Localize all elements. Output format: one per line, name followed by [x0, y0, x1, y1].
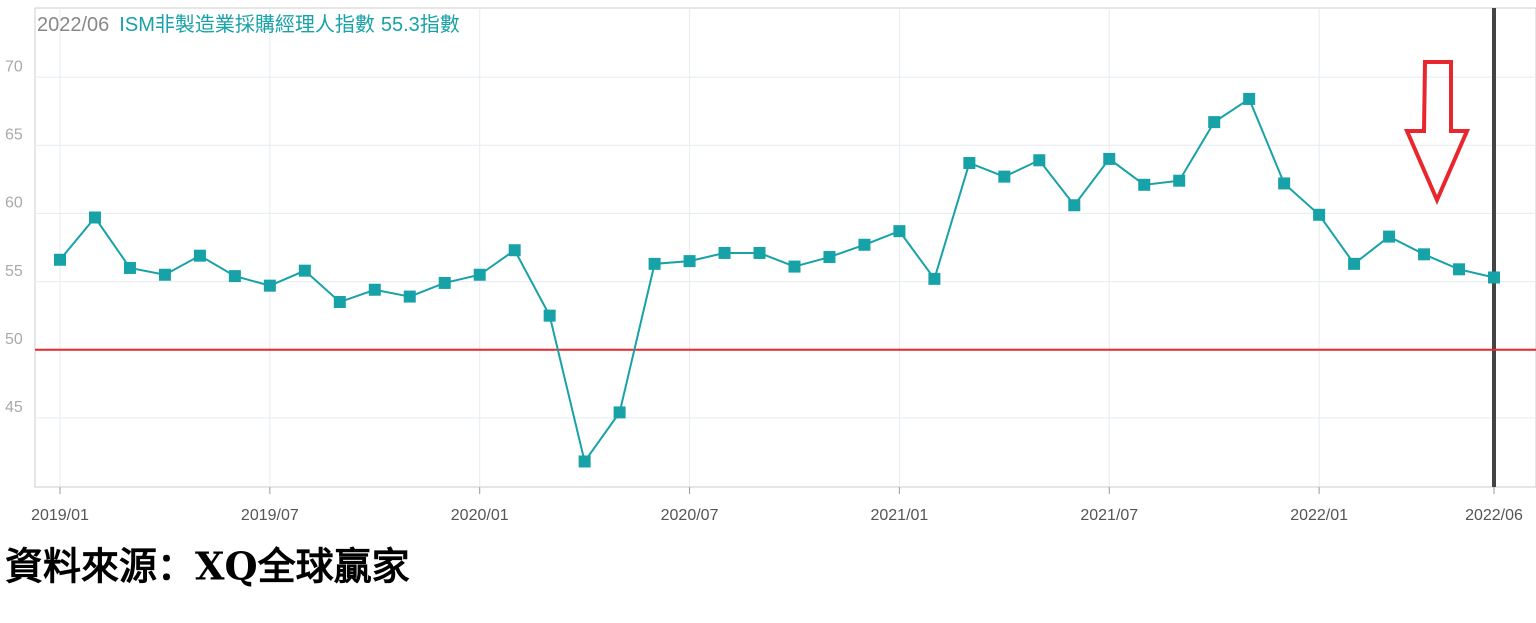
title-series: ISM非製造業採購經理人指數 — [119, 13, 375, 36]
data-point — [823, 251, 836, 264]
data-point — [1313, 208, 1326, 221]
data-point — [1243, 92, 1256, 105]
data-point — [1453, 263, 1466, 276]
data-point — [473, 268, 486, 281]
data-point — [1068, 199, 1081, 212]
data-point — [263, 279, 276, 292]
data-point — [1418, 248, 1431, 261]
data-point — [1348, 257, 1361, 270]
data-point — [1103, 152, 1116, 165]
y-tick-label: 50 — [5, 331, 23, 348]
data-point — [88, 211, 101, 224]
data-point — [928, 272, 941, 285]
data-point — [403, 290, 416, 303]
y-tick-label: 45 — [5, 399, 23, 416]
data-point — [683, 255, 696, 268]
data-point — [1173, 174, 1186, 187]
data-point — [1033, 154, 1046, 167]
data-point — [893, 225, 906, 238]
title-unit: 指數 — [420, 13, 460, 36]
x-tick-label: 2019/07 — [241, 507, 299, 524]
x-tick-label: 2022/01 — [1290, 507, 1348, 524]
data-point — [858, 238, 871, 251]
x-tick-label: 2020/07 — [661, 507, 719, 524]
x-tick-label: 2021/07 — [1080, 507, 1138, 524]
y-tick-label: 65 — [5, 127, 23, 144]
data-point — [158, 268, 171, 281]
data-point — [998, 170, 1011, 183]
source-note: 資料來源：XQ全球贏家 — [5, 544, 410, 589]
title-date: 2022/06 — [37, 14, 109, 36]
data-point — [193, 249, 206, 262]
data-point — [613, 406, 626, 419]
x-tick-label: 2020/01 — [451, 507, 509, 524]
data-point — [1138, 178, 1151, 191]
x-tick-label: 2021/01 — [870, 507, 928, 524]
data-point — [228, 270, 241, 283]
data-point — [543, 309, 556, 322]
title-value: 55.3 — [381, 14, 420, 36]
data-point — [578, 455, 591, 468]
y-tick-label: 60 — [5, 195, 23, 212]
data-point — [718, 246, 731, 259]
data-point — [1383, 230, 1396, 243]
data-point — [1278, 177, 1291, 190]
data-point — [1488, 271, 1500, 284]
data-point — [788, 260, 801, 273]
data-point — [1208, 116, 1221, 129]
data-point — [648, 257, 661, 270]
data-point — [333, 296, 346, 309]
data-point — [54, 253, 66, 266]
data-point — [368, 283, 381, 296]
data-point — [753, 246, 766, 259]
plot-frame — [34, 7, 1536, 488]
x-tick-label: 2019/01 — [31, 507, 89, 524]
data-point — [123, 261, 136, 274]
x-tick-label: 2022/06 — [1465, 507, 1523, 524]
data-point — [298, 264, 311, 277]
y-tick-label: 70 — [5, 58, 23, 75]
arrow-annotation — [1403, 60, 1471, 206]
data-point — [438, 276, 451, 289]
data-point — [508, 244, 521, 257]
data-point — [963, 157, 976, 170]
chart-title: 2022/06 ISM非製造業採購經理人指數 55.3指數 — [37, 13, 460, 36]
y-tick-label: 55 — [5, 263, 23, 280]
